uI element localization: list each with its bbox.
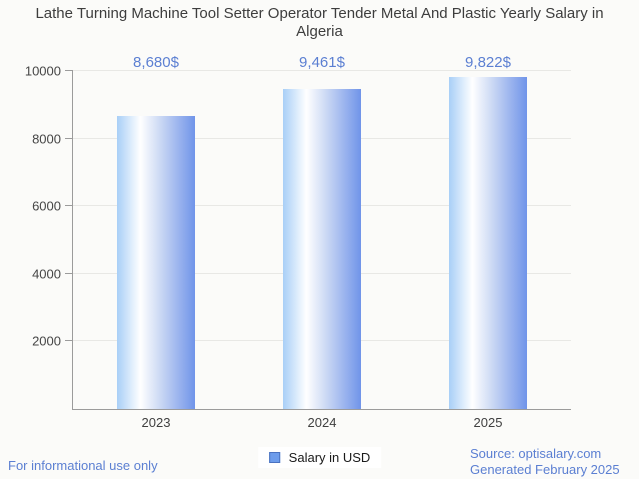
y-axis-tick-label: 10000 bbox=[24, 63, 61, 79]
y-axis-tick bbox=[65, 70, 73, 71]
legend-marker-icon bbox=[268, 452, 280, 463]
bar[interactable] bbox=[283, 89, 361, 409]
source-link[interactable]: Source: optisalary.com bbox=[470, 446, 602, 461]
chart-title: Lathe Turning Machine Tool Setter Operat… bbox=[35, 5, 604, 41]
bar-value-label: 8,680$ bbox=[133, 54, 179, 71]
x-axis-category-label: 2024 bbox=[307, 415, 337, 430]
legend-item[interactable]: Salary in USD bbox=[257, 447, 382, 468]
y-axis-tick bbox=[65, 340, 73, 342]
x-axis-category-label: 2023 bbox=[141, 415, 171, 430]
bar-value-label: 9,461$ bbox=[299, 54, 345, 71]
category-band: 9,461$ 2024 bbox=[239, 54, 405, 430]
y-axis-tick-label: 4000 bbox=[32, 266, 61, 282]
disclaimer-text: For informational use only bbox=[8, 458, 158, 473]
gridline bbox=[73, 70, 571, 71]
bar[interactable] bbox=[117, 115, 195, 409]
source-block: Source: optisalary.com Generated Februar… bbox=[470, 446, 620, 478]
legend-label: Salary in USD bbox=[288, 450, 371, 465]
y-axis-tick-label: 8000 bbox=[32, 131, 61, 147]
bar-value-label: 9,822$ bbox=[465, 54, 511, 71]
y-axis-tick-label: 6000 bbox=[32, 198, 61, 214]
category-band: 8,680$ 2023 bbox=[73, 54, 239, 430]
generated-date: Generated February 2025 bbox=[470, 462, 620, 477]
y-axis-tick bbox=[65, 137, 73, 139]
y-axis-tick bbox=[65, 272, 73, 274]
x-axis-category-label: 2025 bbox=[473, 415, 503, 430]
bar[interactable] bbox=[449, 77, 527, 409]
plot-area: 2000 4000 6000 8000 10000 8,680$ 2023 9,461$ 202… bbox=[25, 54, 571, 430]
category-band: 9,822$ 2025 bbox=[405, 54, 571, 430]
y-axis-tick bbox=[65, 205, 73, 207]
y-axis-tick-label: 2000 bbox=[32, 333, 61, 349]
